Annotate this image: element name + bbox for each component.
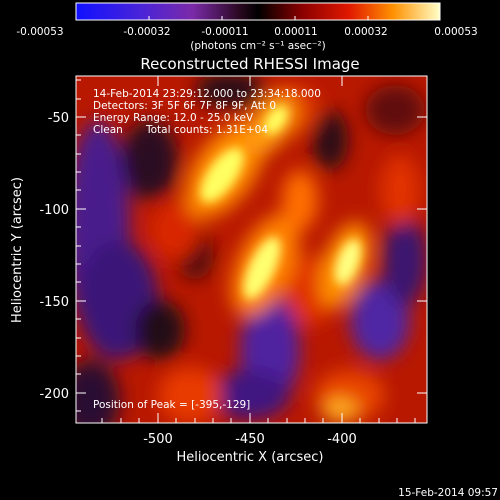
footer-date: 15-Feb-2014 09:57: [398, 487, 498, 499]
x-tick-label: -500: [143, 432, 173, 447]
colorbar-tick: 0.00053: [434, 26, 477, 38]
info-time-range: 14-Feb-2014 23:29:12.000 to 23:34:18.000: [93, 88, 321, 100]
x-tick-label: -400: [327, 432, 357, 447]
colorbar: -0.00053 -0.00032 -0.00011 0.00011 0.000…: [16, 2, 478, 52]
colorbar-tick: 0.00032: [344, 26, 387, 38]
colorbar-tick: -0.00032: [123, 26, 170, 38]
image-title: Reconstructed RHESSI Image: [140, 55, 359, 73]
x-axis-label: Heliocentric X (arcsec): [177, 450, 324, 465]
colorbar-tick: 0.00011: [274, 26, 317, 38]
colorbar-tick: -0.00011: [201, 26, 248, 38]
colorbar-units: (photons cm⁻² s⁻¹ asec⁻²): [190, 40, 325, 52]
y-axis-label: Heliocentric Y (arcsec): [10, 177, 25, 323]
info-total-counts: Total counts: 1.31E+04: [145, 124, 268, 136]
info-detectors: Detectors: 3F 5F 6F 7F 8F 9F, Att 0: [93, 100, 276, 112]
colorbar-frame: [75, 2, 441, 21]
colorbar-tick: -0.00053: [16, 26, 63, 38]
info-peak-position: Position of Peak = [-395,-129]: [93, 399, 250, 411]
colorbar-gradient: [76, 3, 440, 20]
x-tick-label: -450: [235, 432, 265, 447]
heatmap-image: [76, 76, 427, 423]
y-tick-label: -150: [39, 295, 69, 310]
info-energy-range: Energy Range: 12.0 - 25.0 keV: [93, 112, 254, 124]
y-tick-label: -50: [48, 111, 69, 126]
plot-frame: [75, 75, 428, 424]
y-tick-label: -200: [39, 387, 69, 402]
info-algorithm: Clean: [93, 124, 123, 136]
y-tick-label: -100: [39, 203, 69, 218]
